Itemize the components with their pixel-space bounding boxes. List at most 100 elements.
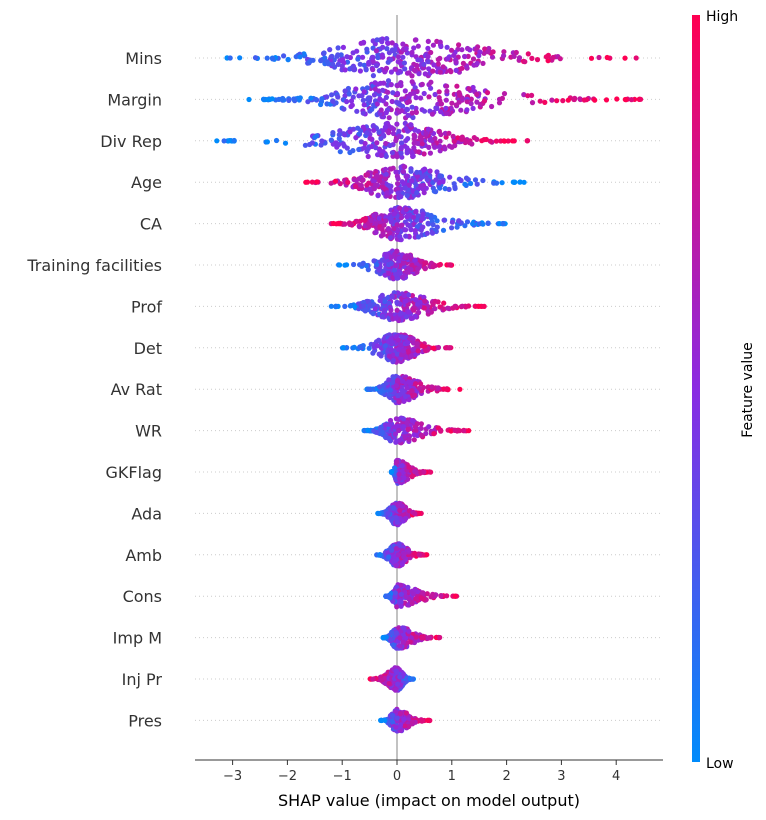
shap-point	[394, 99, 400, 105]
shap-point	[383, 593, 390, 599]
shap-point	[373, 174, 379, 180]
shap-point	[459, 65, 465, 71]
shap-point	[438, 43, 444, 50]
shap-point	[397, 205, 403, 211]
shap-point	[408, 315, 414, 321]
shap-point	[432, 306, 438, 312]
shap-point	[356, 131, 362, 137]
shap-point	[464, 99, 470, 105]
shap-point	[522, 59, 528, 65]
shap-point	[402, 254, 408, 260]
shap-point	[446, 186, 452, 192]
shap-point	[444, 44, 450, 50]
shap-point	[395, 190, 401, 196]
shap-point	[401, 292, 407, 299]
shap-point	[385, 550, 391, 556]
shap-point	[384, 46, 390, 52]
shap-point	[428, 469, 434, 475]
shap-point	[361, 303, 367, 309]
shap-point	[361, 89, 367, 95]
shap-point	[445, 305, 451, 311]
shap-point	[350, 148, 356, 154]
shap-point	[393, 383, 399, 389]
shap-point	[477, 49, 483, 55]
shap-point	[401, 625, 407, 631]
shap-point	[393, 66, 399, 72]
shap-point	[466, 428, 472, 434]
shap-point	[394, 186, 401, 192]
shap-point	[357, 61, 363, 67]
shap-point	[447, 262, 454, 268]
shap-point	[379, 292, 385, 298]
shap-point	[457, 428, 463, 434]
shap-point	[421, 90, 427, 97]
shap-point	[406, 628, 412, 634]
shap-point	[485, 220, 491, 226]
shap-point	[464, 219, 471, 225]
shap-point	[628, 97, 635, 103]
shap-point	[397, 501, 403, 507]
shap-point	[403, 710, 409, 716]
shap-point	[411, 432, 417, 438]
shap-point	[406, 723, 412, 730]
shap-point	[392, 590, 398, 596]
shap-point	[387, 229, 393, 236]
x-tick-label: −1	[333, 769, 352, 784]
shap-point	[394, 121, 400, 127]
shap-point	[415, 301, 421, 307]
shap-point	[409, 110, 415, 116]
shap-point	[462, 223, 468, 229]
shap-point	[398, 582, 404, 588]
shap-point	[402, 298, 408, 304]
shap-point	[440, 64, 446, 70]
shap-point	[394, 248, 400, 254]
shap-point	[427, 168, 433, 174]
shap-point	[389, 40, 395, 46]
feature-label-div-rep: Div Rep	[100, 132, 162, 151]
shap-point	[370, 38, 376, 44]
shap-point	[462, 181, 468, 187]
shap-point	[386, 435, 392, 441]
shap-point	[305, 99, 311, 105]
shap-point	[490, 49, 496, 55]
shap-point	[416, 71, 422, 77]
shap-point	[403, 125, 409, 131]
shap-point	[418, 421, 424, 427]
shap-point	[330, 98, 336, 104]
shap-point	[435, 385, 441, 391]
shap-point	[470, 105, 476, 111]
shap-point	[282, 140, 289, 146]
shap-point	[388, 219, 394, 225]
shap-point	[521, 179, 527, 185]
shap-point	[412, 37, 418, 43]
shap-point	[399, 154, 405, 160]
shap-point	[319, 96, 325, 102]
shap-point	[370, 350, 376, 356]
shap-point	[418, 381, 424, 387]
shap-point	[381, 307, 388, 313]
shap-point	[550, 54, 556, 61]
shap-point	[470, 56, 477, 62]
shap-point	[451, 138, 457, 144]
shap-point	[409, 73, 415, 79]
shap-point	[453, 102, 459, 108]
shap-point	[424, 176, 430, 182]
shap-point	[358, 182, 364, 188]
shap-point	[325, 61, 331, 67]
shap-point	[465, 177, 471, 183]
shap-point	[354, 48, 360, 54]
shap-point	[394, 459, 400, 465]
feature-label-det: Det	[134, 339, 162, 358]
shap-point	[489, 54, 496, 60]
shap-point	[426, 144, 432, 150]
shap-point	[403, 233, 409, 239]
shap-point	[409, 600, 415, 607]
shap-point	[403, 173, 409, 179]
shap-point	[398, 144, 404, 151]
shap-point	[529, 55, 535, 62]
shap-point	[425, 45, 431, 52]
shap-point	[456, 42, 462, 48]
shap-point	[476, 303, 482, 309]
shap-point	[373, 229, 379, 235]
shap-point	[398, 603, 404, 609]
